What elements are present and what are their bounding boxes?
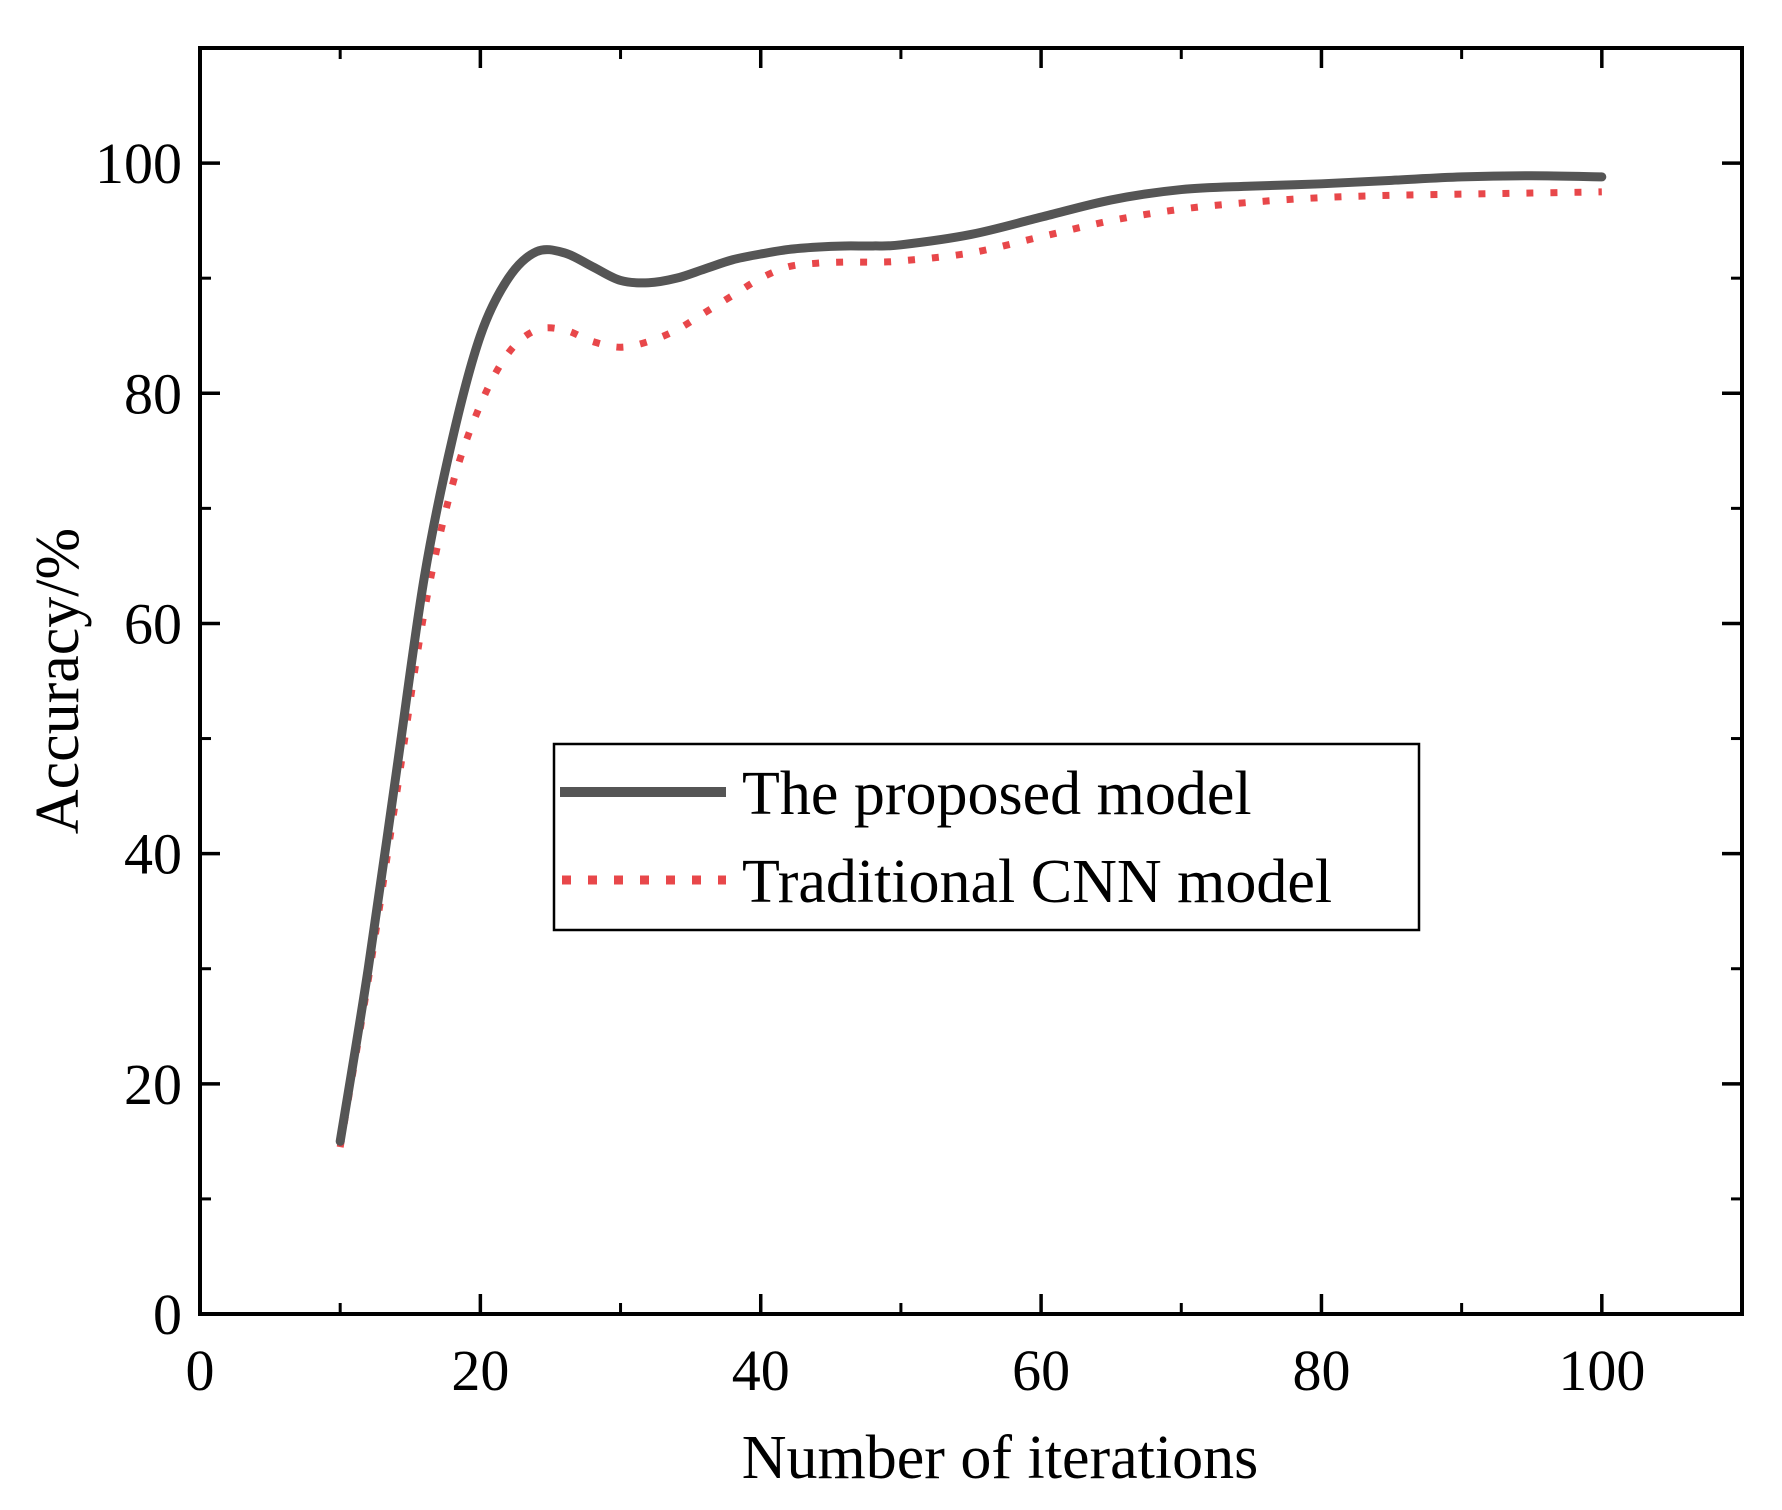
legend-label-proposed-model: The proposed model — [742, 760, 1252, 828]
x-tick-label: 20 — [451, 1338, 509, 1403]
legend-box — [552, 742, 1421, 932]
y-tick-label: 60 — [124, 591, 182, 656]
x-tick-label: 60 — [1012, 1338, 1070, 1403]
ticks-layer: 0 20 40 60 80 100 0 20 40 60 80 100 — [95, 48, 1742, 1403]
legend-label-traditional-cnn-model: Traditional CNN model — [742, 848, 1332, 916]
x-tick-label: 0 — [186, 1338, 215, 1403]
series-line-traditional-cnn-model — [336, 188, 1602, 1148]
y-tick-label: 100 — [95, 131, 182, 196]
y-tick-label: 0 — [153, 1282, 182, 1347]
y-tick-label: 20 — [124, 1052, 182, 1117]
series-layer — [335, 171, 1607, 1148]
legend: The proposed model Traditional CNN model — [552, 742, 1421, 932]
y-tick-label: 40 — [124, 822, 182, 887]
x-axis-label: Number of iterations — [742, 1424, 1259, 1492]
x-tick-label: 40 — [732, 1338, 790, 1403]
x-tick-label: 100 — [1558, 1338, 1645, 1403]
y-axis-label: Accuracy/% — [24, 528, 92, 834]
x-tick-label: 80 — [1292, 1338, 1350, 1403]
plot-frame — [198, 46, 1744, 1316]
y-tick-label: 80 — [124, 361, 182, 426]
series-line-proposed-model — [335, 171, 1607, 1146]
